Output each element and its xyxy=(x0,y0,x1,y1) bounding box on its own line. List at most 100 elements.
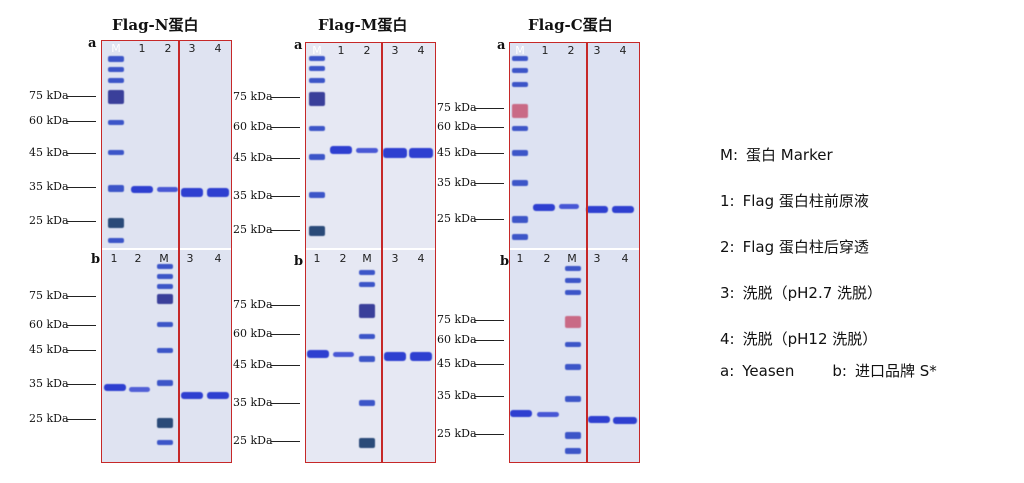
lane-divider xyxy=(178,40,180,463)
kda-label: 45 kDa xyxy=(437,146,477,159)
kda-label: 35 kDa xyxy=(437,389,477,402)
lane-label-2: 2 xyxy=(134,252,142,265)
lane-label-m: M xyxy=(567,252,577,265)
kda-label: 25 kDa xyxy=(233,223,273,236)
kda-label: 45 kDa xyxy=(29,343,69,356)
kda-label: 35 kDa xyxy=(29,180,69,193)
marker-ladder xyxy=(309,126,325,131)
lane-label-1: 1 xyxy=(110,252,118,265)
marker-ladder xyxy=(108,120,124,125)
protein-band xyxy=(207,188,229,197)
kda-tick xyxy=(67,187,96,189)
legend-value: 进口品牌 S* xyxy=(854,362,937,380)
marker-ladder xyxy=(108,185,124,192)
marker-ladder xyxy=(108,150,124,155)
gel-image-m-b: 1 2 M 3 4 xyxy=(305,250,436,463)
kda-tick xyxy=(271,127,300,129)
lane-label-3: 3 xyxy=(593,252,601,265)
lane-label-m: M xyxy=(159,252,169,265)
kda-label: 25 kDa xyxy=(437,427,477,440)
lane-label-2: 2 xyxy=(363,44,371,57)
marker-ladder xyxy=(565,278,581,283)
row-label-b: b xyxy=(500,254,510,269)
kda-label: 35 kDa xyxy=(29,377,69,390)
marker-ladder xyxy=(108,56,124,62)
kda-label: 60 kDa xyxy=(233,327,273,340)
lane-label-1: 1 xyxy=(516,252,524,265)
protein-band xyxy=(559,204,579,209)
legend-key: M: xyxy=(720,146,738,164)
protein-band xyxy=(510,410,532,417)
kda-tick xyxy=(271,365,300,367)
row-label-b: b xyxy=(91,252,101,267)
protein-band xyxy=(333,352,354,357)
kda-tick xyxy=(67,419,96,421)
protein-band xyxy=(181,392,203,399)
lane-divider xyxy=(381,42,383,463)
kda-label: 25 kDa xyxy=(437,212,477,225)
lane-label-2: 2 xyxy=(567,44,575,57)
kda-tick xyxy=(271,230,300,232)
legend-item-lane-1: 1: Flag 蛋白柱前原液 xyxy=(720,186,937,216)
protein-band xyxy=(356,148,378,153)
marker-ladder xyxy=(309,56,325,61)
legend-key: 2: xyxy=(720,238,735,256)
legend-value: 洗脱（pH12 洗脱） xyxy=(742,330,878,348)
marker-ladder xyxy=(512,126,528,131)
marker-ladder xyxy=(512,82,528,87)
marker-ladder xyxy=(309,92,325,106)
marker-ladder xyxy=(512,68,528,73)
protein-band xyxy=(131,186,153,193)
lane-label-3: 3 xyxy=(391,252,399,265)
kda-tick xyxy=(475,183,504,185)
lane-label-m: M xyxy=(111,42,121,55)
kda-label: 35 kDa xyxy=(233,396,273,409)
row-label-a: a xyxy=(294,38,303,53)
protein-band xyxy=(537,412,559,417)
marker-ladder xyxy=(309,66,325,71)
marker-ladder xyxy=(108,78,124,83)
protein-band xyxy=(129,387,150,392)
gel-image-m-a: M 1 2 3 4 xyxy=(305,42,436,248)
legend-item-brands: a: Yeasen b: 进口品牌 S* xyxy=(720,356,937,386)
marker-ladder xyxy=(359,334,375,339)
kda-tick xyxy=(271,158,300,160)
kda-tick xyxy=(475,396,504,398)
protein-band xyxy=(104,384,126,391)
marker-ladder xyxy=(157,284,173,289)
kda-tick xyxy=(475,153,504,155)
gel-image-c-b: 1 2 M 3 4 xyxy=(509,250,640,463)
kda-label: 45 kDa xyxy=(437,357,477,370)
marker-ladder xyxy=(359,438,375,448)
kda-label: 25 kDa xyxy=(29,214,69,227)
kda-tick xyxy=(67,296,96,298)
kda-label: 60 kDa xyxy=(29,114,69,127)
marker-ladder xyxy=(565,448,581,454)
kda-tick xyxy=(271,196,300,198)
marker-ladder xyxy=(157,294,173,304)
lane-label-4: 4 xyxy=(619,44,627,57)
row-label-a: a xyxy=(88,36,97,51)
kda-label: 60 kDa xyxy=(29,318,69,331)
kda-tick xyxy=(67,221,96,223)
protein-band xyxy=(383,148,407,158)
panel-title-flag-m: Flag-M蛋白 xyxy=(318,16,408,34)
kda-tick xyxy=(271,403,300,405)
marker-ladder xyxy=(309,226,325,236)
gel-image-c-a: M 1 2 3 4 xyxy=(509,42,640,248)
kda-tick xyxy=(271,97,300,99)
kda-tick xyxy=(475,127,504,129)
marker-ladder xyxy=(565,342,581,347)
lane-label-4: 4 xyxy=(214,42,222,55)
legend-key: 1: xyxy=(720,192,735,210)
protein-band xyxy=(410,352,432,361)
kda-label: 60 kDa xyxy=(437,120,477,133)
kda-tick xyxy=(475,340,504,342)
marker-ladder xyxy=(108,238,124,243)
lane-label-3: 3 xyxy=(188,42,196,55)
kda-label: 75 kDa xyxy=(233,298,273,311)
lane-label-1: 1 xyxy=(541,44,549,57)
gel-image-n-a: M 1 2 3 4 xyxy=(101,40,232,248)
marker-ladder xyxy=(359,356,375,362)
kda-tick xyxy=(67,325,96,327)
